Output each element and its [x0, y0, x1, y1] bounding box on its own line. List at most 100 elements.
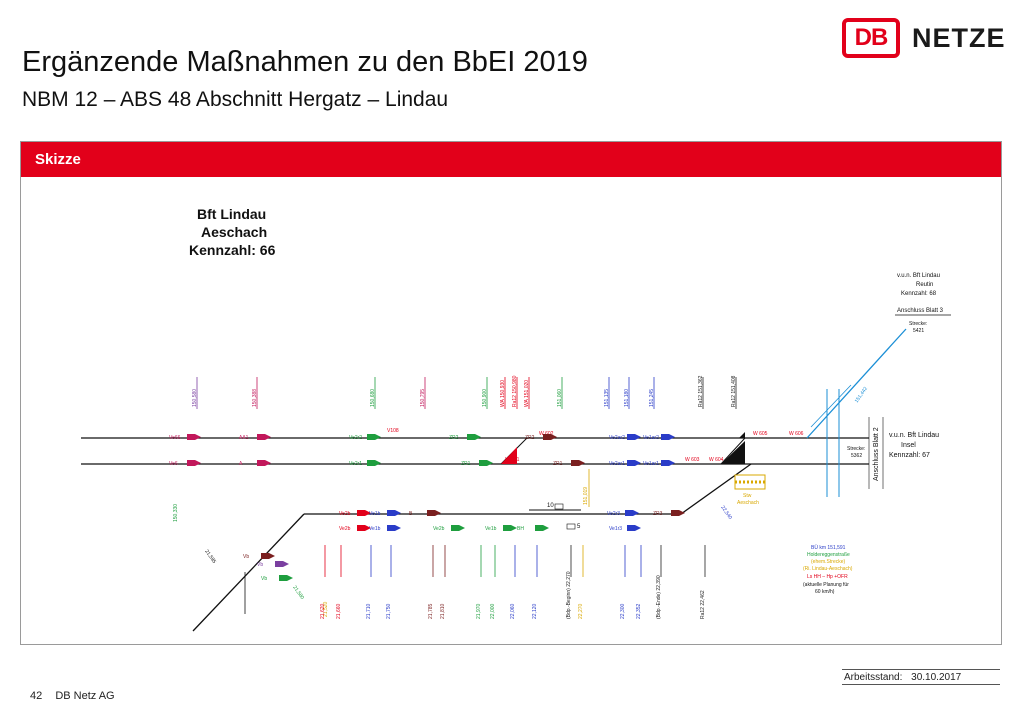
signal-label: ZR2: [525, 435, 535, 441]
footer: 42 DB Netz AG: [30, 690, 125, 702]
km-bottom-label: 21,785: [428, 603, 434, 619]
company-name: DB Netz AG: [55, 690, 115, 702]
signal-mark: [479, 460, 487, 466]
stw-label-line2: Aeschach: [737, 500, 759, 506]
signal-arrow: [265, 460, 271, 466]
signal-mark: [187, 460, 195, 466]
km-top-label: WA 151,020: [524, 380, 530, 407]
signal-mark: [387, 525, 395, 531]
signal-arrow: [543, 525, 549, 531]
signal-label: Ve1r3: [609, 526, 622, 532]
track-blue-branch2: [810, 384, 852, 428]
signal-mark: [357, 525, 365, 531]
signal-mark: [571, 460, 579, 466]
blue-note-line7: 60 km/h): [815, 589, 835, 595]
signal-arrow: [365, 525, 371, 531]
blue-note-line4: (Ri. Lindau-Aeschach): [803, 566, 853, 572]
signal-label: Ve2b: [339, 511, 351, 517]
page-title: Ergänzende Maßnahmen zu den BbEI 2019: [22, 46, 588, 78]
km-bottom-label: Ra12 22,462: [700, 590, 706, 619]
km-top-label: 151,180: [624, 389, 630, 407]
km-bottom-label: 22,352: [636, 603, 642, 619]
signal-label: Ve1ar2: [643, 435, 659, 441]
gleis-label-10: 10: [547, 503, 554, 509]
right-mid-line3: Kennzahl: 67: [889, 452, 930, 459]
switch-small-triangle: [739, 432, 745, 438]
right-mid-vertical: Anschluss Blatt 2: [873, 427, 880, 481]
signal-label: ZR3: [653, 511, 663, 517]
signal-label: Ve1b: [485, 526, 497, 532]
sketch-panel: Skizze Bft Lindau Aeschach Kennzahl: 66 …: [20, 141, 1002, 645]
track-diagonal-left: [192, 513, 305, 632]
signal-label: Ve66: [169, 435, 181, 441]
signal-label: Ve6: [169, 461, 178, 467]
signal-arrow: [475, 434, 481, 440]
signal-mark: [661, 460, 669, 466]
signal-arrow: [487, 460, 493, 466]
km-markers-bottom: 21,620 21,660 21,710 21,750 21,785 21,810 21,9…: [320, 545, 706, 619]
km-top-label: Ra12 151,362: [698, 375, 704, 407]
signal-arrow: [633, 510, 639, 516]
signal-arrow: [195, 434, 201, 440]
km-top-label: Ra12 150,980: [512, 375, 518, 407]
signal-mark: [503, 525, 511, 531]
blue-note: BÜ km 151,591 Holdereggenstraße (ehem.St…: [803, 544, 853, 595]
diag-km-1: 21,595: [203, 549, 217, 565]
signal-arrow: [635, 434, 641, 440]
signal-arrow: [669, 434, 675, 440]
right-mid-line2: Insel: [901, 442, 916, 449]
signal-label: ZR2: [449, 435, 459, 441]
km-bottom-label: (Bdp.-Beginn) 22,270: [566, 571, 572, 619]
signal-arrow: [435, 510, 441, 516]
switch-label-606: W 606: [789, 431, 804, 437]
arbeitsstand: Arbeitsstand: 30.10.2017: [842, 669, 1000, 685]
signal-arrow: [395, 510, 401, 516]
signal-mark: [671, 510, 679, 516]
db-netze-logo: DB NETZE: [842, 18, 1006, 58]
signal-arrow: [459, 525, 465, 531]
switch-label-604: W 604: [709, 457, 724, 463]
right-top-strecke-label: Strecke:: [909, 321, 927, 327]
signal-mark: [261, 553, 269, 559]
panel-header: Skizze: [21, 142, 1001, 177]
signal-mark: [367, 434, 375, 440]
signal-arrow: [511, 525, 517, 531]
right-top-line2: Reutin: [916, 282, 933, 288]
switch-label-601: W 601: [505, 457, 520, 463]
right-top-strecke-nr: 5421: [913, 328, 924, 334]
signal-mark: [535, 525, 543, 531]
signal-mark: [187, 434, 195, 440]
signal-label: ZR1: [553, 461, 563, 467]
switch-red-triangle: [501, 447, 517, 464]
signal-mark: [257, 460, 265, 466]
switch-label-605: W 605: [753, 431, 768, 437]
blue-note-line3: (ehem.Strecke): [811, 559, 846, 565]
stw-label-line1: Stw: [743, 493, 752, 499]
switch-black-triangle: [721, 441, 745, 464]
signal-mark: [387, 510, 395, 516]
signal-label: Ve1b: [369, 526, 381, 532]
signal-mark: [625, 510, 633, 516]
right-mid-strecke-nr: 5362: [851, 453, 862, 459]
arbeitsstand-label: Arbeitsstand:: [844, 672, 903, 683]
right-diag-km: 22,540: [719, 505, 733, 521]
signal-arrow: [283, 561, 289, 567]
crossover-right: [720, 437, 746, 465]
km-bottom-label: 22,300: [620, 603, 626, 619]
signal-mark: [661, 434, 669, 440]
signal-arrow: [375, 434, 381, 440]
km-top-label: 150,680: [370, 389, 376, 407]
diag-km-3: 21,520: [323, 601, 329, 617]
station-kennzahl: Kennzahl: 66: [189, 242, 276, 258]
signal-label: BH: [517, 526, 524, 532]
netze-wordmark: NETZE: [912, 22, 1006, 53]
signal-arrow: [395, 525, 401, 531]
signal-arrow: [635, 460, 641, 466]
gleis-label-5: 5: [577, 524, 581, 530]
signal-label: Ve2ar1: [609, 461, 625, 467]
blue-note-line1: BÜ km 151,591: [811, 544, 846, 551]
gleis-box-5: [566, 523, 576, 530]
signal-label: A: [239, 461, 243, 467]
signal-mark: [627, 525, 635, 531]
station-name-line2: Aeschach: [201, 224, 267, 240]
